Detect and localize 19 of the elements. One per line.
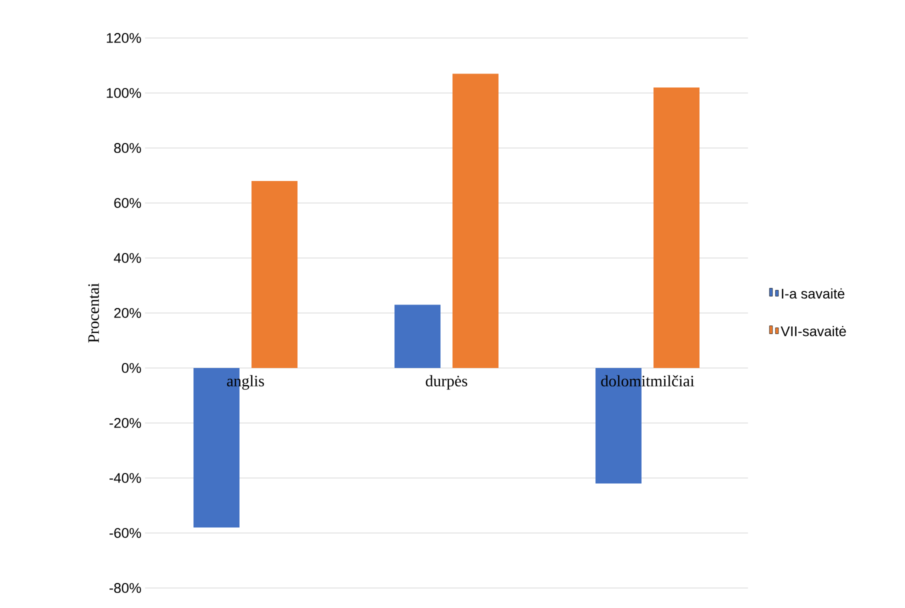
legend-label: VII-savaitė [780, 326, 846, 336]
y-tick-label: 20% [114, 308, 141, 318]
y-tick-label: -60% [110, 528, 141, 538]
y-tick-label: -20% [110, 418, 141, 428]
y-tick-label: -40% [110, 473, 141, 483]
bar [394, 304, 441, 368]
y-tick-label: 0% [122, 363, 141, 373]
y-axis-title: Procentai [88, 283, 99, 343]
bar [252, 180, 298, 368]
x-tick-label: durpės [426, 375, 468, 390]
bar [654, 87, 700, 368]
y-tick-label: -80% [110, 583, 141, 593]
y-tick-label: 60% [114, 198, 141, 208]
bar [452, 74, 499, 368]
y-tick-label: 100% [106, 88, 141, 98]
y-tick-label: 80% [114, 143, 141, 153]
y-tick-label: 40% [114, 253, 141, 263]
legend-label: I-a savaitė [782, 288, 844, 299]
y-tick-label: 120% [106, 33, 141, 43]
